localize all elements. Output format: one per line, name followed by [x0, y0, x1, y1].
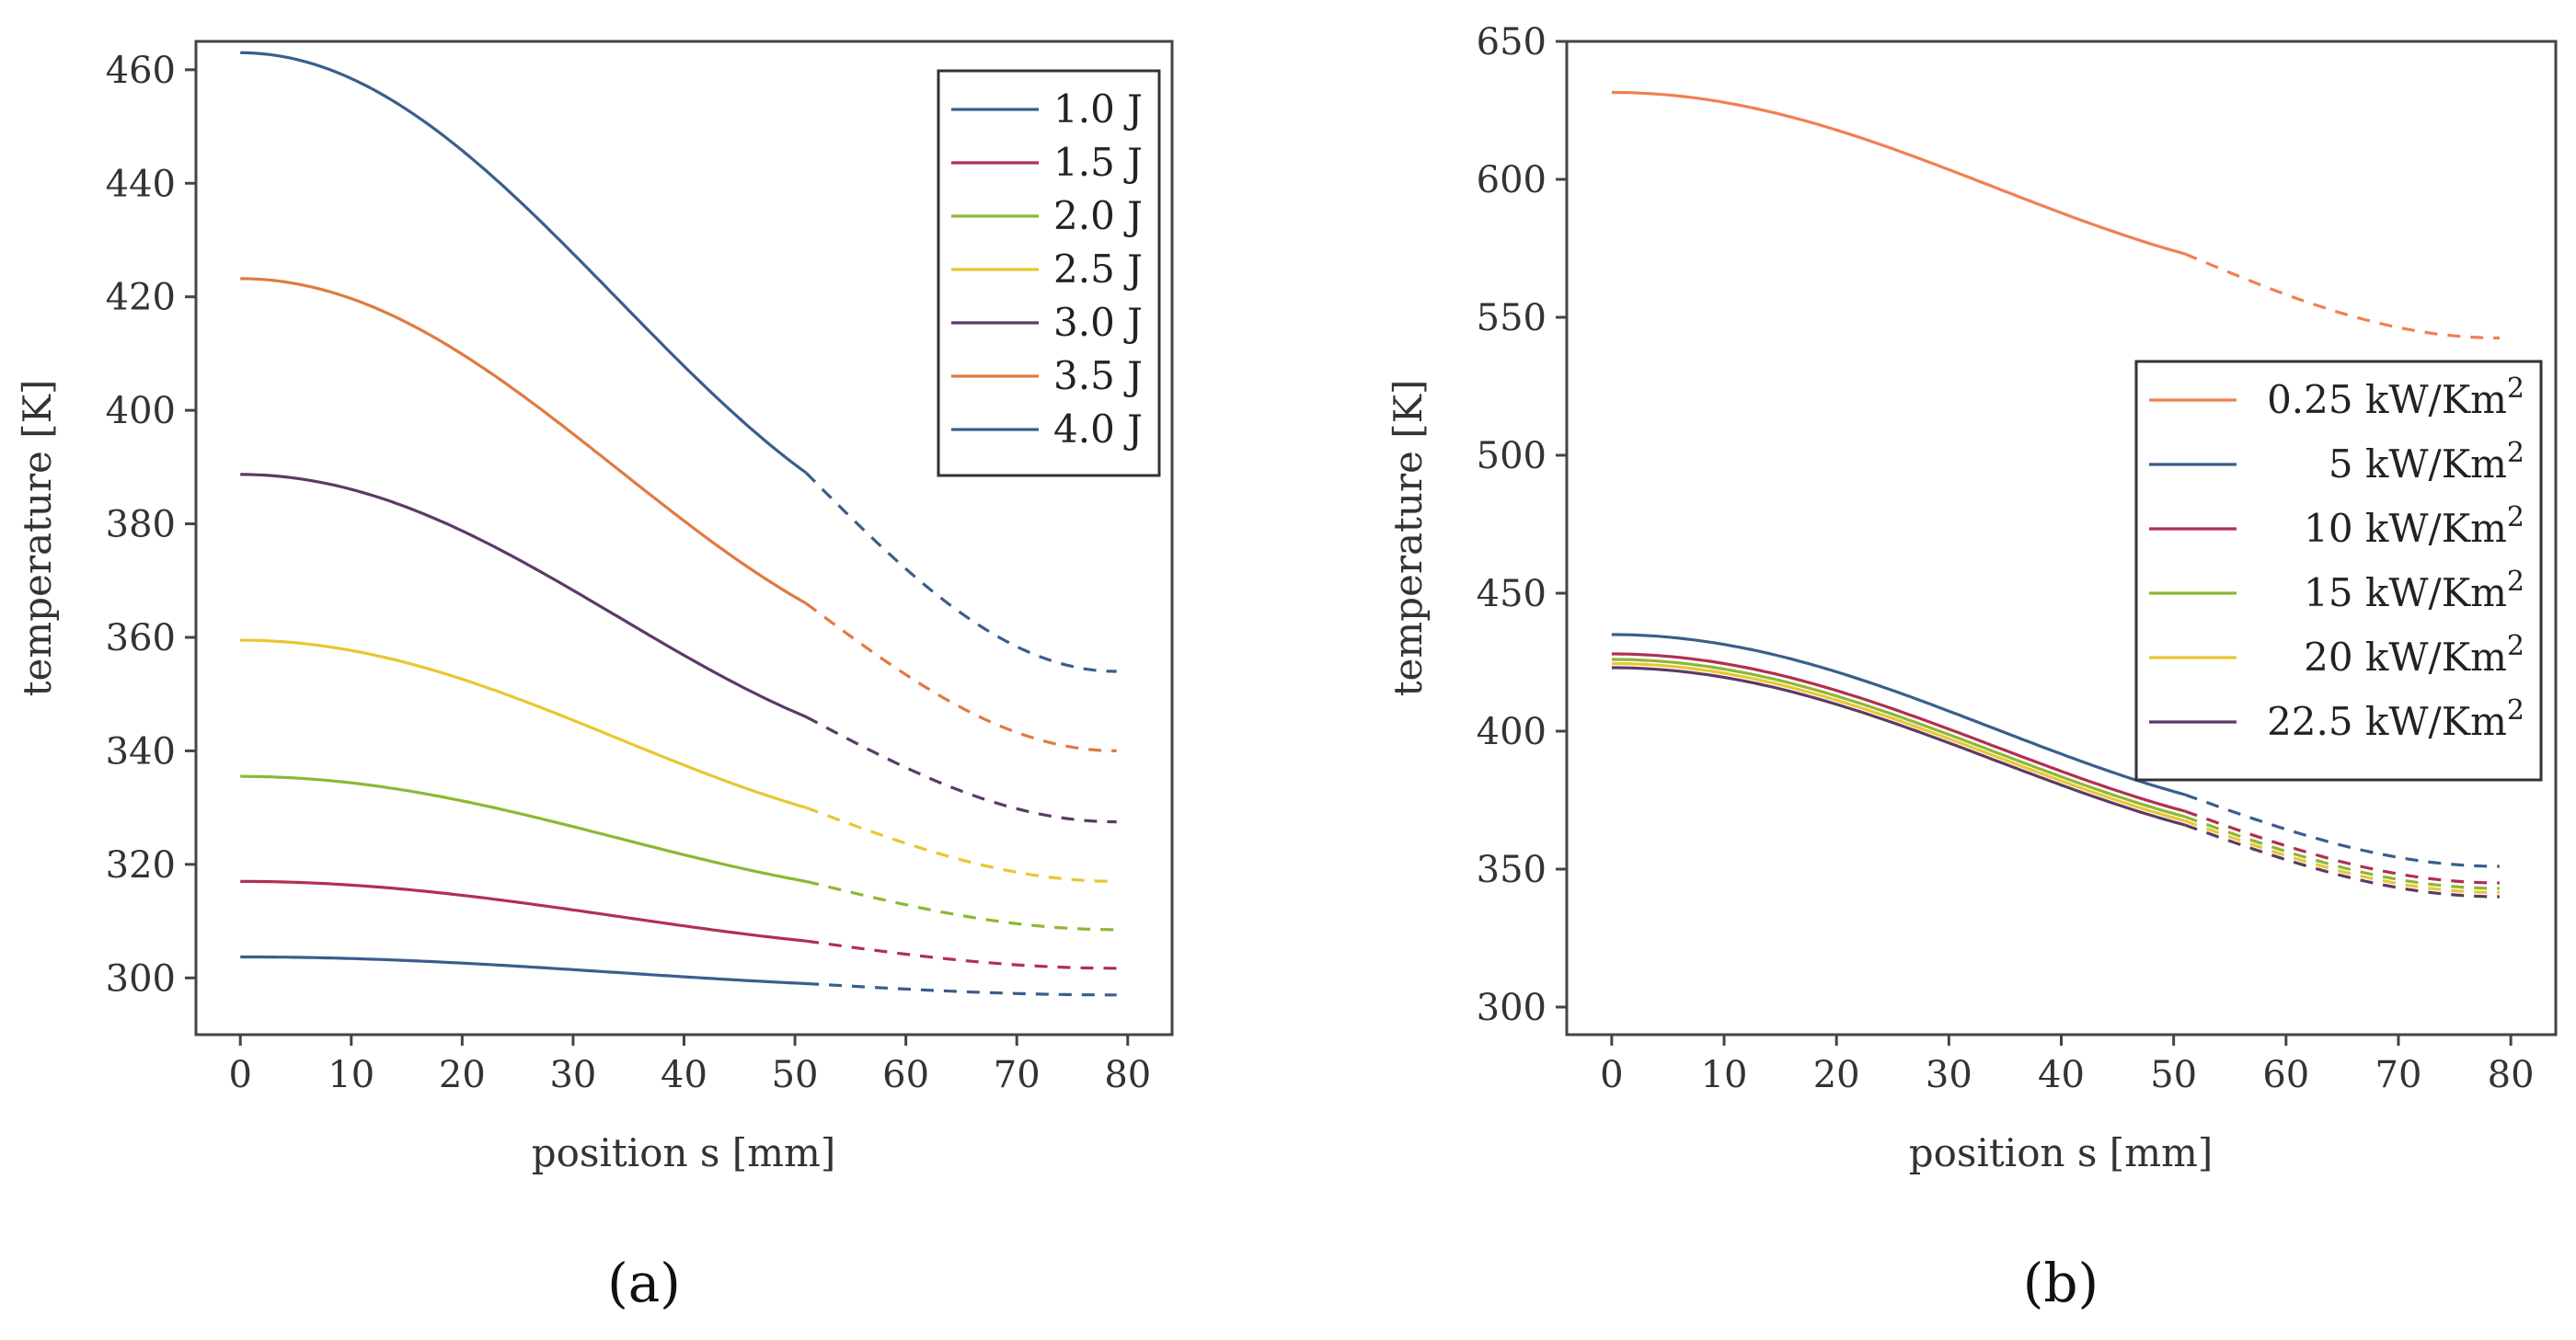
legend-label-sup: 2 [2507, 630, 2524, 662]
x-tick-label: 80 [2488, 1054, 2535, 1096]
series-line-dashed [2184, 823, 2500, 899]
series-line-solid [1611, 90, 2186, 256]
series-line-solid [240, 879, 807, 943]
legend-label: 20 kW/Km2 [2304, 630, 2524, 681]
y-tick-label: 440 [106, 163, 176, 205]
y-tick-label: 400 [106, 390, 176, 432]
legend-label: 2.0 J [1053, 193, 1143, 238]
series-line-dashed [2184, 815, 2500, 890]
chart-b: 0 10 20 30 40 50 60 70 80 300 350 400 450 500 550 600 6… [1386, 21, 2558, 1314]
panel-label-b: (b) [2023, 1252, 2099, 1314]
legend-b: 0.25 kW/Km2 5 kW/Km2 10 kW/Km2 15 kW/Km2 20 … [2134, 360, 2543, 782]
y-tick-label: 320 [106, 844, 176, 887]
x-tick-label: 20 [1813, 1054, 1860, 1096]
legend-label-sup: 2 [2507, 437, 2524, 469]
y-axis-label-b: temperature [K] [1386, 380, 1431, 697]
chart-a: 0 10 20 30 40 50 60 70 80 300 320 340 360 380 400 420 4… [15, 40, 1174, 1314]
x-tick-label: 10 [1701, 1054, 1748, 1096]
legend-label-sup: 2 [2507, 694, 2524, 727]
x-axis-label-a: position s [mm] [532, 1130, 835, 1175]
y-tick-label: 460 [106, 50, 176, 92]
series-a [240, 51, 1117, 997]
series-line-dashed [2184, 793, 2500, 868]
y-tick-label: 550 [1477, 297, 1547, 339]
legend-label: 2.5 J [1053, 246, 1143, 292]
x-tick-label: 30 [549, 1054, 596, 1096]
series-line-solid [1611, 658, 2186, 819]
legend-label-sup: 2 [2507, 501, 2524, 533]
series-line-dashed [2184, 252, 2500, 340]
series-line-dashed [805, 939, 1117, 970]
series-line-solid [240, 51, 808, 475]
series-line-solid [1611, 661, 2186, 823]
x-tick-label: 10 [328, 1054, 374, 1096]
legend-label: 4.0 J [1053, 407, 1143, 452]
x-tick-label: 40 [2038, 1054, 2085, 1096]
series-line-dashed [805, 806, 1117, 883]
x-tick-label: 0 [229, 1054, 252, 1096]
x-axis-label-b: position s [mm] [1909, 1130, 2213, 1175]
series-line-dashed [2184, 809, 2500, 885]
panel-label-a: (a) [607, 1252, 681, 1314]
y-tick-label: 300 [106, 957, 176, 1000]
y-tick-label: 600 [1477, 159, 1547, 201]
x-tick-label: 70 [2375, 1054, 2422, 1096]
series-line-solid [240, 638, 807, 809]
x-tick-label: 60 [882, 1054, 929, 1096]
x-tick-label: 20 [439, 1054, 486, 1096]
y-tick-label: 380 [106, 504, 176, 546]
x-tick-label: 60 [2262, 1054, 2309, 1096]
x-tick-label: 50 [772, 1054, 819, 1096]
series-line-dashed [805, 715, 1117, 824]
x-tick-label: 70 [994, 1054, 1041, 1096]
y-axis-b: 300 350 400 450 500 550 600 650 [1477, 21, 1567, 1029]
x-tick-label: 40 [661, 1054, 707, 1096]
y-tick-label: 420 [106, 277, 176, 319]
legend-label: 22.5 kW/Km2 [2267, 694, 2524, 745]
y-tick-label: 350 [1477, 849, 1547, 891]
legend-label: 5 kW/Km2 [2329, 437, 2524, 487]
series-line-dashed [806, 981, 1117, 997]
series-line-solid [1611, 666, 2186, 827]
x-tick-label: 0 [1600, 1054, 1623, 1096]
series-line-solid [240, 955, 807, 986]
x-tick-label: 30 [1926, 1054, 1972, 1096]
series-line-dashed [805, 601, 1117, 752]
legend-label: 10 kW/Km2 [2304, 501, 2524, 552]
series-line-solid [1611, 633, 2186, 796]
legend-label: 1.5 J [1053, 140, 1143, 185]
series-line-dashed [2184, 819, 2500, 895]
y-tick-label: 340 [106, 730, 176, 773]
y-axis-label-a: temperature [K] [15, 380, 60, 697]
y-axis-a: 300 320 340 360 380 400 420 440 460 [106, 50, 196, 1000]
series-line-solid [240, 277, 807, 605]
series-line-solid [240, 473, 807, 718]
legend-label: 1.0 J [1053, 86, 1143, 132]
legend-label: 0.25 kW/Km2 [2267, 372, 2524, 423]
legend-label: 3.5 J [1053, 353, 1143, 398]
series-line-dashed [805, 879, 1117, 932]
series-line-dashed [804, 471, 1117, 673]
legend-box [937, 69, 1161, 477]
x-tick-label: 50 [2150, 1054, 2197, 1096]
y-tick-label: 300 [1477, 987, 1547, 1029]
y-tick-label: 500 [1477, 435, 1547, 477]
series-line-solid [240, 774, 807, 883]
x-tick-label: 80 [1104, 1054, 1151, 1096]
legend-box [2134, 360, 2543, 782]
x-axis-a: 0 10 20 30 40 50 60 70 80 [229, 1035, 1151, 1096]
legend-label-sup: 2 [2507, 372, 2524, 405]
series-line-solid [1611, 652, 2186, 813]
series-b [1611, 90, 2500, 899]
y-tick-label: 450 [1477, 573, 1547, 615]
legend-label-sup: 2 [2507, 566, 2524, 598]
legend-label: 15 kW/Km2 [2304, 566, 2524, 616]
y-tick-label: 400 [1477, 711, 1547, 753]
y-tick-label: 360 [106, 617, 176, 659]
x-axis-b: 0 10 20 30 40 50 60 70 80 [1600, 1035, 2535, 1096]
legend-label: 3.0 J [1053, 300, 1143, 345]
y-tick-label: 650 [1477, 21, 1547, 63]
legend-a: 1.0 J 1.5 J 2.0 J 2.5 J 3.0 J 3.5 J 4.0 J [937, 69, 1161, 477]
